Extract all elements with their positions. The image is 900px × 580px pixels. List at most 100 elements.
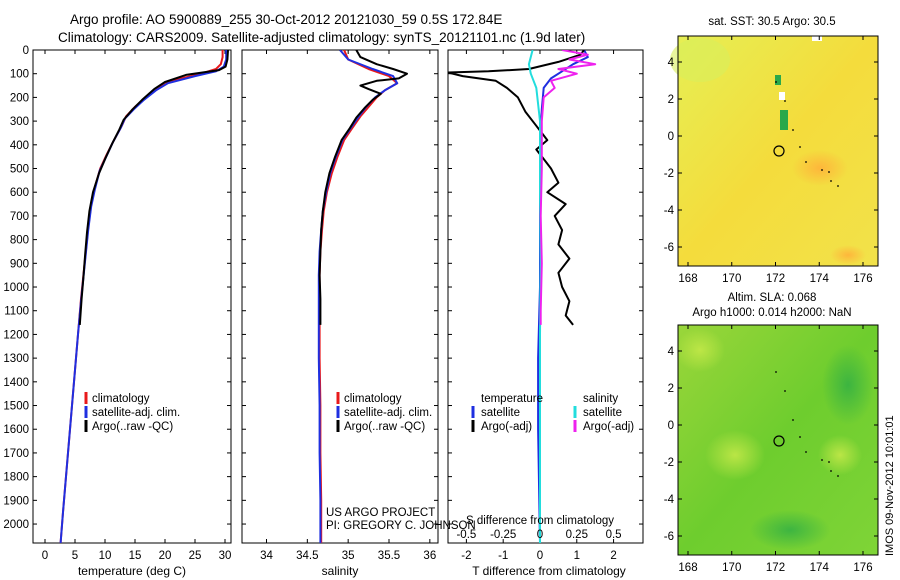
map-y-tick-label: 0: [668, 131, 674, 143]
map-y-tick-label: -6: [664, 531, 674, 543]
difference-lines: [448, 50, 597, 543]
legend-label-s-satellite: satellite: [583, 407, 622, 419]
difference-legend: temperature salinity satellite Argo(-adj…: [471, 393, 634, 433]
legend-title-temperature: temperature: [481, 393, 543, 405]
x-tick-label: 34: [260, 550, 273, 562]
sst-map-title: sat. SST: 30.5 Argo: 30.5: [708, 16, 835, 28]
depth-tick-label: 0: [23, 45, 29, 57]
series-line-argo-raw-qc: [318, 50, 408, 325]
s-x-tick-label: -0.5: [456, 529, 476, 541]
temperature-legend: climatology satellite-adj. clim. Argo(..…: [84, 392, 180, 433]
difference-y-ticks: [448, 49, 643, 525]
project-annotation: US ARGO PROJECT: [326, 507, 435, 519]
map-y-tick-label: 2: [668, 383, 674, 395]
depth-tick-label: 400: [10, 140, 29, 152]
x-tick-label: 2: [610, 550, 616, 562]
legend-label-climatology: climatology: [344, 393, 402, 405]
x-tick-label: 1: [574, 550, 580, 562]
map-y-tick-label: 2: [668, 94, 674, 106]
sla-map-title-2: Argo h1000: 0.014 h2000: NaN: [692, 307, 851, 319]
sla-islands: [775, 371, 839, 477]
x-tick-label: 20: [159, 550, 172, 562]
sla-low-patch: [822, 345, 874, 425]
temperature-lines: [59, 50, 229, 543]
x-tick-label: 36: [423, 550, 436, 562]
sst-islands: [775, 81, 839, 187]
x-tick-label: 5: [72, 550, 78, 562]
map-x-tick-label: 168: [678, 273, 697, 285]
sla-argo-location-marker: [773, 435, 785, 447]
series-line-s-satellite: [527, 50, 542, 543]
series-line-t-satellite: [537, 50, 589, 543]
x-tick-label: 34.5: [296, 550, 318, 562]
legend-label-satellite: satellite-adj. clim.: [92, 407, 180, 419]
depth-tick-label: 2000: [3, 519, 29, 531]
depth-tick-label: 900: [10, 258, 29, 270]
s-difference-x-label: S difference from climatology: [466, 515, 614, 527]
legend-label-climatology: climatology: [92, 393, 150, 405]
legend-label-argo: Argo(..raw -QC): [92, 421, 173, 433]
depth-tick-label: 1000: [3, 282, 29, 294]
depth-tick-label: 1800: [3, 472, 29, 484]
map-y-tick-label: -4: [664, 205, 675, 217]
map-x-tick-label: 174: [810, 562, 830, 574]
x-tick-label: 30: [219, 550, 232, 562]
map-x-tick-label: 172: [766, 273, 785, 285]
sst-missing-cells: [812, 36, 822, 41]
salinity-y-ticks: [242, 49, 438, 525]
map-y-tick-label: -6: [664, 242, 674, 254]
series-line-satellite-adj-clim: [317, 50, 399, 543]
salinity-x-axis: 34 34.5 35 35.5 36: [260, 50, 436, 562]
t-difference-x-label: T difference from climatology: [472, 564, 626, 578]
legend-label-t-satellite: satellite: [481, 407, 520, 419]
depth-tick-label: 1400: [3, 377, 29, 389]
map-y-tick-label: 4: [668, 57, 675, 69]
legend-label-satellite: satellite-adj. clim.: [344, 407, 432, 419]
map-x-tick-label: 170: [722, 562, 741, 574]
depth-axis: 0 100 200 300 400 500 600 700 800 900 1000 1100 1200…: [3, 45, 231, 531]
sst-map-axes: 168 170 172 174 176 4 2 0 -2 -4 -6: [664, 36, 878, 285]
s-x-tick-label: 0: [537, 529, 543, 541]
salinity-lines: [317, 50, 408, 543]
depth-tick-label: 1200: [3, 329, 29, 341]
s-x-tick-label: 0.5: [606, 529, 622, 541]
x-tick-label: 25: [189, 550, 202, 562]
depth-tick-label: 1900: [3, 495, 29, 507]
sst-missing-cells: [780, 110, 788, 130]
x-tick-label: 0: [537, 550, 543, 562]
temperature-x-label: temperature (deg C): [78, 564, 186, 578]
depth-tick-label: 600: [10, 187, 29, 199]
map-y-tick-label: 0: [668, 420, 674, 432]
x-tick-label: 10: [99, 550, 112, 562]
salinity-x-label: salinity: [322, 564, 359, 578]
map-x-tick-label: 168: [678, 562, 697, 574]
salinity-panel: 34 34.5 35 35.5 36 salinity climatology sate…: [241, 49, 476, 578]
map-y-tick-label: -2: [664, 457, 674, 469]
x-tick-label: -1: [498, 550, 508, 562]
sla-map-axes: 168 170 172 174 176 4 2 0 -2 -4 -6: [664, 325, 878, 574]
s-x-tick-label: 0.25: [566, 529, 588, 541]
temperature-panel: 0100200300400500600700800900100011001200…: [3, 45, 232, 578]
depth-tick-label: 500: [10, 164, 29, 176]
series-line-satellite-adj-clim: [59, 50, 228, 543]
sst-missing-cells: [779, 92, 785, 100]
map-y-tick-label: -4: [664, 494, 675, 506]
map-x-tick-label: 176: [853, 273, 872, 285]
sst-warm-patch: [830, 245, 866, 265]
depth-tick-label: 1300: [3, 353, 29, 365]
x-tick-label: 35.5: [378, 550, 400, 562]
map-x-tick-label: 172: [766, 562, 785, 574]
depth-tick-label: 1100: [4, 306, 29, 318]
salinity-panel-frame: [241, 49, 439, 544]
header-line-2: Climatology: CARS2009. Satellite-adjuste…: [58, 30, 585, 45]
sst-map-frame: [677, 35, 879, 267]
s-x-tick-label: -0.25: [490, 529, 516, 541]
sla-map-title-1: Altim. SLA: 0.068: [728, 292, 817, 304]
depth-tick-label: 1700: [3, 448, 29, 460]
series-line-t-argo-adj: [448, 50, 585, 326]
sla-high-patch: [818, 435, 862, 475]
sla-low-patch: [750, 510, 830, 550]
sla-map: Altim. SLA: 0.068 Argo h1000: 0.014 h200…: [664, 292, 879, 574]
depth-tick-label: 200: [10, 92, 29, 104]
header-line-1: Argo profile: AO 5900889_255 30-Oct-2012…: [70, 12, 502, 27]
